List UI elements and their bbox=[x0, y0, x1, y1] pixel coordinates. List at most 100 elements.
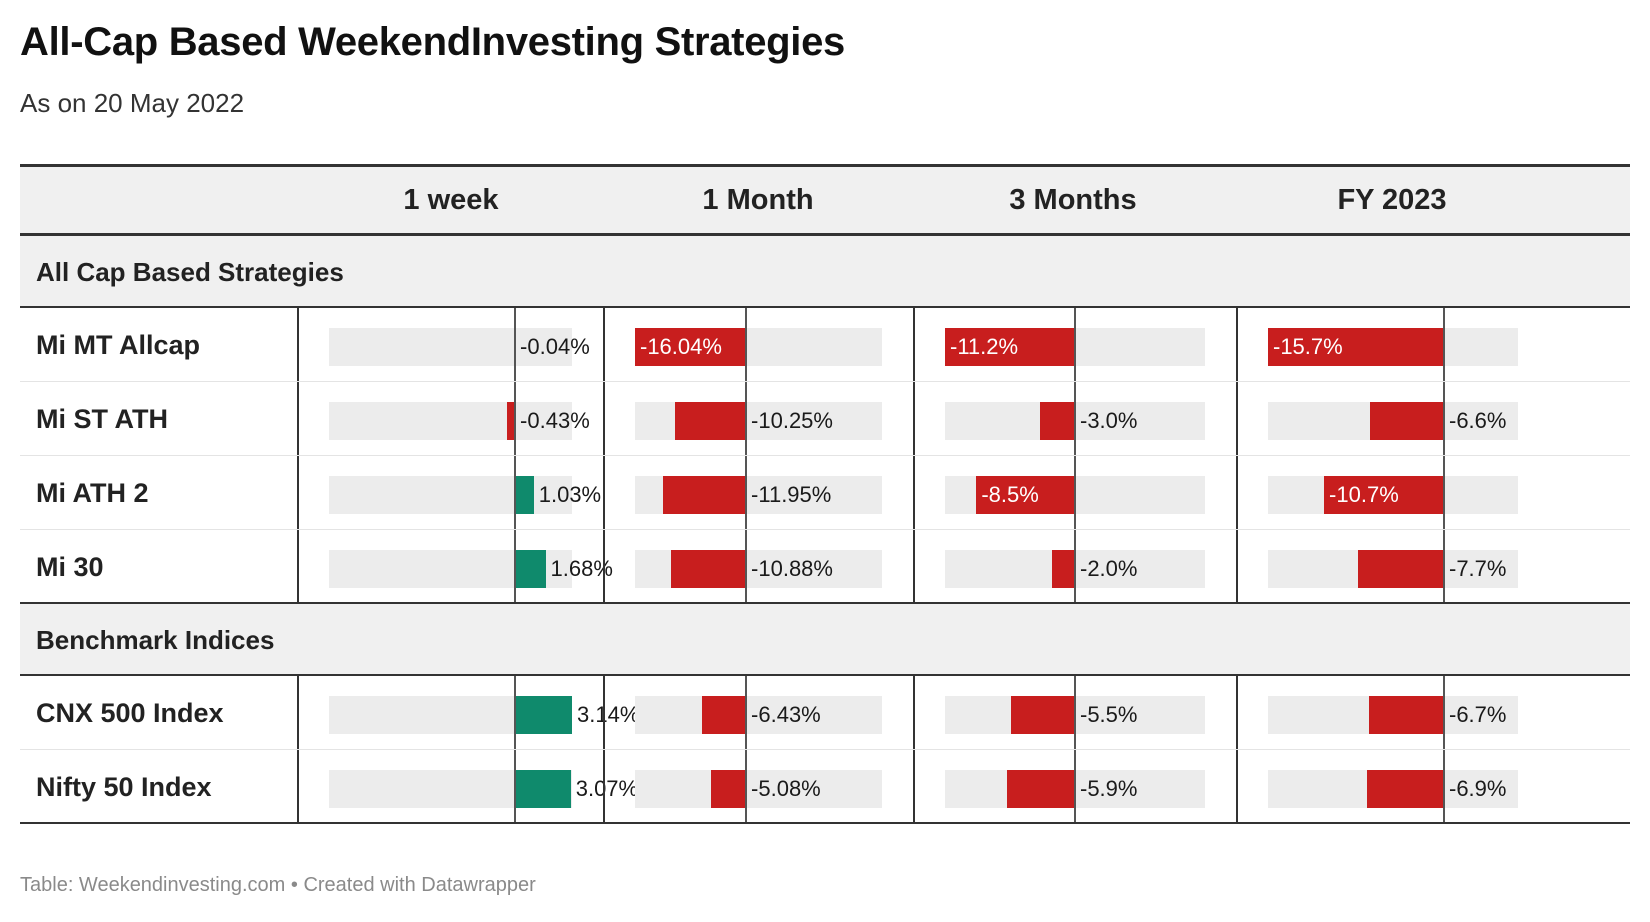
column-divider bbox=[1236, 308, 1238, 381]
column-divider bbox=[1236, 382, 1238, 455]
bar-cell: 3.07% bbox=[297, 750, 638, 822]
bar-cell: -11.95% bbox=[603, 456, 913, 529]
zero-axis bbox=[514, 456, 517, 529]
column-divider bbox=[603, 750, 605, 822]
column-divider bbox=[297, 308, 299, 381]
bar-cell: -15.7% bbox=[1236, 308, 1630, 381]
group-row-benchmark-indices: Benchmark Indices bbox=[20, 604, 1630, 676]
column-divider bbox=[913, 456, 915, 529]
group-label: All Cap Based Strategies bbox=[36, 257, 344, 287]
bar-cell: 3.14% bbox=[297, 676, 639, 749]
zero-axis bbox=[1443, 456, 1445, 529]
bar-cell: -3.0% bbox=[913, 382, 1236, 455]
column-divider bbox=[603, 456, 605, 529]
zero-axis bbox=[1074, 382, 1076, 455]
column-divider bbox=[603, 382, 605, 455]
column-divider bbox=[913, 530, 915, 602]
zero-axis bbox=[745, 456, 748, 529]
data-label: 1.68% bbox=[550, 556, 613, 581]
data-label: -8.5% bbox=[981, 482, 1039, 507]
bar bbox=[515, 696, 572, 734]
column-divider bbox=[297, 750, 299, 822]
bar bbox=[675, 402, 747, 440]
data-label: -11.2% bbox=[950, 334, 1019, 359]
group-row-all-cap-based-strategies: All Cap Based Strategies bbox=[20, 236, 1630, 308]
bar bbox=[976, 476, 1075, 514]
bar-cell: -7.7% bbox=[1236, 530, 1630, 602]
column-divider bbox=[297, 382, 299, 455]
bar-cell: -16.04% bbox=[603, 308, 913, 381]
column-header-1-month: 1 Month bbox=[702, 184, 814, 216]
data-label: 3.14% bbox=[577, 702, 640, 727]
bar bbox=[1268, 328, 1444, 366]
bar bbox=[710, 770, 747, 808]
source-footer: Table: Weekendinvesting.com • Created wi… bbox=[20, 874, 536, 896]
row-label: CNX 500 Index bbox=[36, 698, 224, 728]
zero-axis bbox=[1443, 530, 1445, 602]
zero-axis bbox=[745, 308, 748, 381]
data-label: -6.9% bbox=[1449, 776, 1507, 801]
row-label: Mi 30 bbox=[36, 552, 104, 582]
data-label: -0.43% bbox=[520, 408, 590, 433]
column-divider bbox=[603, 530, 605, 602]
column-header-1-week: 1 week bbox=[403, 184, 499, 216]
bar-track bbox=[329, 328, 572, 366]
bar-cell: -10.25% bbox=[603, 382, 913, 455]
bar bbox=[1011, 696, 1075, 734]
data-label: -5.9% bbox=[1080, 776, 1138, 801]
column-divider bbox=[1236, 530, 1238, 602]
performance-table: 1 week 1 Month 3 Months FY 2023 All Cap Base… bbox=[20, 164, 1630, 824]
data-label: -7.7% bbox=[1449, 556, 1507, 581]
column-divider bbox=[913, 382, 915, 455]
data-label: -6.6% bbox=[1449, 408, 1507, 433]
bar-cell: -0.04% bbox=[297, 308, 603, 381]
bar-cell: -0.43% bbox=[297, 382, 603, 455]
column-divider bbox=[1236, 750, 1238, 822]
zero-axis bbox=[514, 308, 517, 381]
bar-cell: -5.9% bbox=[913, 750, 1236, 822]
column-divider bbox=[603, 308, 605, 381]
bar-cell: -6.43% bbox=[603, 676, 913, 749]
table-row-mi-st-ath: Mi ST ATH -0.43% -10.25% -3.0% -6.6% bbox=[20, 382, 1630, 456]
zero-axis bbox=[1443, 750, 1445, 822]
row-label: Mi MT Allcap bbox=[36, 330, 201, 360]
bar-cell: 1.03% bbox=[297, 456, 603, 529]
bar bbox=[515, 550, 546, 588]
zero-axis bbox=[745, 750, 748, 822]
data-label: -11.95% bbox=[751, 482, 832, 507]
bar-track bbox=[635, 696, 882, 734]
bar bbox=[1368, 696, 1444, 734]
column-divider bbox=[913, 308, 915, 381]
row-label: Nifty 50 Index bbox=[36, 772, 212, 802]
bar-cell: 1.68% bbox=[297, 530, 613, 602]
column-header-3-months: 3 Months bbox=[1009, 184, 1137, 216]
table-row-mi-mt-allcap: Mi MT Allcap -0.04% -16.04% -11.2% -15.7% bbox=[20, 308, 1630, 382]
data-label: -0.04% bbox=[520, 334, 590, 359]
column-divider bbox=[1236, 456, 1238, 529]
data-label: -5.08% bbox=[751, 776, 821, 801]
bar bbox=[945, 328, 1075, 366]
chart-title: All-Cap Based WeekendInvesting Strategie… bbox=[20, 20, 845, 64]
bar-cell: -6.9% bbox=[1236, 750, 1630, 822]
data-label: -2.0% bbox=[1080, 556, 1138, 581]
bar bbox=[1370, 402, 1444, 440]
zero-axis bbox=[745, 530, 748, 602]
bar bbox=[515, 476, 534, 514]
data-label: 1.03% bbox=[538, 482, 602, 507]
column-divider bbox=[603, 676, 605, 749]
zero-axis bbox=[1443, 308, 1445, 381]
row-label: Mi ATH 2 bbox=[36, 478, 149, 508]
row-label: Mi ST ATH bbox=[36, 404, 168, 434]
data-label: 3.07% bbox=[575, 776, 639, 801]
bar-track bbox=[329, 402, 572, 440]
zero-axis bbox=[745, 382, 748, 455]
bar-cell: -6.7% bbox=[1236, 676, 1630, 749]
table-row-nifty-50-index: Nifty 50 Index 3.07% -5.08% -5.9% -6.9% bbox=[20, 750, 1630, 824]
table-row-mi-ath-2: Mi ATH 2 1.03% -11.95% -8.5% -10.7% bbox=[20, 456, 1630, 530]
data-label: -10.7% bbox=[1329, 482, 1399, 507]
column-divider bbox=[1236, 676, 1238, 749]
data-label: -10.88% bbox=[751, 556, 833, 581]
bar-cell: -5.08% bbox=[603, 750, 913, 822]
zero-axis bbox=[1074, 676, 1076, 749]
table-row-mi-30: Mi 30 1.68% -10.88% -2.0% -7.7% bbox=[20, 530, 1630, 604]
